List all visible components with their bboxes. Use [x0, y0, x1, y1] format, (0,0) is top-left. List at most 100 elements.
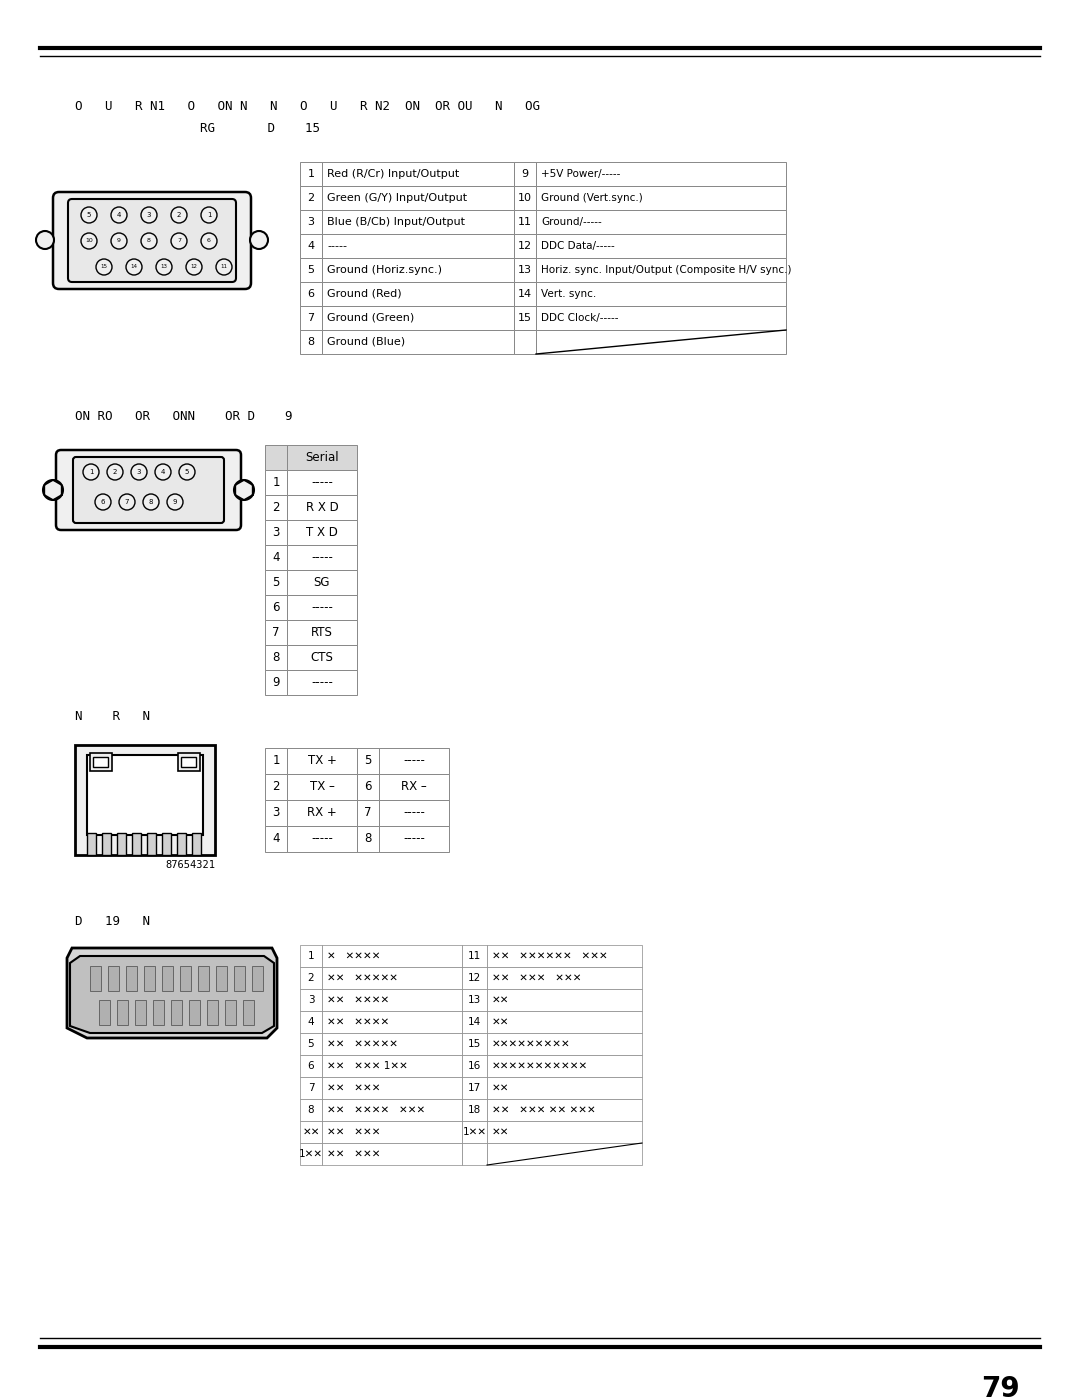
Text: Ground (Blue): Ground (Blue) [327, 337, 405, 346]
Text: 4: 4 [272, 550, 280, 564]
Bar [287, 469, 357, 495]
Text: ✕   ✕✕✕✕: ✕ ✕✕✕✕ [327, 951, 380, 961]
Bar [487, 967, 642, 989]
Bar [162, 965, 173, 990]
Bar [265, 469, 287, 495]
Text: 1: 1 [308, 169, 314, 179]
Text: 3: 3 [272, 806, 280, 820]
Bar [536, 330, 786, 353]
Bar [300, 1143, 322, 1165]
Text: ✕✕   ✕✕✕✕: ✕✕ ✕✕✕✕ [327, 1017, 389, 1027]
Bar [300, 258, 322, 282]
Text: 6: 6 [308, 1060, 314, 1071]
Text: 12: 12 [518, 242, 532, 251]
Text: 11: 11 [468, 951, 481, 961]
Bar [252, 965, 264, 990]
Circle shape [119, 495, 135, 510]
Bar [487, 944, 642, 967]
Bar [75, 745, 215, 855]
Text: 4: 4 [308, 242, 314, 251]
Bar [102, 833, 111, 855]
Bar [90, 753, 112, 771]
Text: 17: 17 [468, 1083, 481, 1092]
Bar [514, 186, 536, 210]
Circle shape [83, 464, 99, 481]
Bar [90, 965, 102, 990]
Bar [287, 595, 357, 620]
Circle shape [143, 495, 159, 510]
Bar [514, 210, 536, 235]
Bar [300, 330, 322, 353]
Bar [162, 833, 171, 855]
Text: -----: ----- [311, 601, 333, 615]
Text: 2: 2 [272, 502, 280, 514]
Bar [536, 162, 786, 186]
Text: 1: 1 [206, 212, 212, 218]
Bar [87, 754, 203, 835]
Text: 11: 11 [518, 217, 532, 226]
Text: 5: 5 [308, 1039, 314, 1049]
Text: ✕✕: ✕✕ [492, 1083, 510, 1092]
Text: Vert. sync.: Vert. sync. [541, 289, 596, 299]
Text: 5: 5 [364, 754, 372, 767]
Bar [379, 826, 449, 852]
Bar [178, 753, 200, 771]
Text: Green (G/Y) Input/Output: Green (G/Y) Input/Output [327, 193, 468, 203]
Circle shape [111, 207, 127, 224]
Bar [300, 1011, 322, 1032]
Text: 1✕✕: 1✕✕ [462, 1127, 487, 1137]
Bar [357, 800, 379, 826]
Bar [192, 833, 201, 855]
Text: RTS: RTS [311, 626, 333, 638]
Bar [322, 944, 462, 967]
Bar [265, 826, 287, 852]
Text: 13: 13 [518, 265, 532, 275]
Text: -----: ----- [311, 550, 333, 564]
Bar [462, 1011, 487, 1032]
Text: ✕✕: ✕✕ [492, 1017, 510, 1027]
Bar [181, 757, 195, 767]
Bar [234, 965, 245, 990]
Text: Ground (Vert.sync.): Ground (Vert.sync.) [541, 193, 643, 203]
Bar [300, 235, 322, 258]
Text: 8: 8 [149, 499, 153, 504]
Bar [322, 186, 514, 210]
Bar [207, 1000, 218, 1025]
Bar [379, 774, 449, 800]
Text: SG: SG [314, 576, 330, 590]
Text: Ground/-----: Ground/----- [541, 217, 602, 226]
Circle shape [249, 231, 268, 249]
Bar [287, 620, 357, 645]
Text: 8: 8 [308, 1105, 314, 1115]
Text: ✕✕   ✕✕✕✕✕✕   ✕✕✕: ✕✕ ✕✕✕✕✕✕ ✕✕✕ [492, 951, 608, 961]
Text: 79: 79 [982, 1375, 1020, 1397]
Text: 2: 2 [177, 212, 181, 218]
Bar [487, 1011, 642, 1032]
Text: ✕✕   ✕✕✕: ✕✕ ✕✕✕ [327, 1148, 380, 1160]
Text: 14: 14 [131, 264, 137, 270]
Text: -----: ----- [403, 833, 424, 845]
Bar [147, 833, 156, 855]
Bar [462, 944, 487, 967]
Bar [462, 1077, 487, 1099]
Text: -----: ----- [311, 833, 333, 845]
Bar [153, 1000, 164, 1025]
Text: 8: 8 [364, 833, 372, 845]
Circle shape [81, 207, 97, 224]
FancyBboxPatch shape [56, 450, 241, 529]
Bar [171, 1000, 183, 1025]
Text: 5: 5 [185, 469, 189, 475]
Bar [462, 1099, 487, 1120]
Circle shape [186, 258, 202, 275]
Text: 13: 13 [161, 264, 167, 270]
Text: RX +: RX + [307, 806, 337, 820]
Bar [514, 162, 536, 186]
Bar [322, 258, 514, 282]
Bar [87, 833, 96, 855]
Circle shape [95, 495, 111, 510]
Bar [514, 306, 536, 330]
Bar [322, 282, 514, 306]
Bar [322, 1120, 462, 1143]
Bar [322, 330, 514, 353]
Text: 9: 9 [117, 239, 121, 243]
